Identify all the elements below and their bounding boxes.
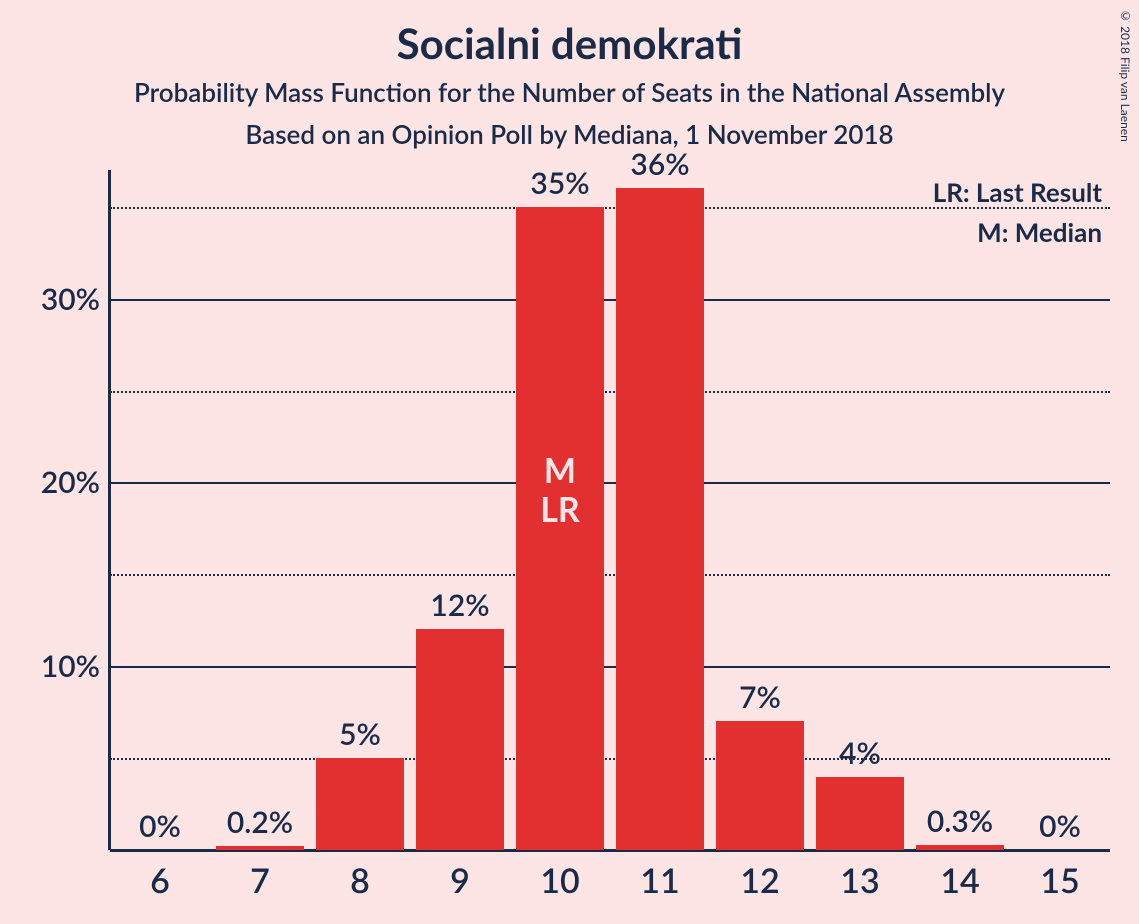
chart-container: Socialni demokrati Probability Mass Func… [0,0,1139,924]
bar-value-label: 7% [739,679,781,715]
x-axis-label: 12 [740,860,779,901]
bar-value-label: 4% [839,735,881,771]
bar-value-label: 36% [630,146,689,182]
gridline-minor [110,758,1110,760]
copyright-text: © 2018 Filip van Laenen [1118,8,1133,142]
gridline-minor [110,574,1110,576]
bar [916,845,1004,851]
y-axis-line [108,170,111,850]
bar [816,777,904,851]
bar [216,846,304,850]
chart-title: Socialni demokrati [0,18,1139,68]
bar-value-label: 0.2% [227,804,293,840]
bar-value-label: 0% [139,808,181,844]
y-axis-label: 10% [41,648,100,684]
bar-annotation: MLR [540,451,580,529]
chart-subtitle-2: Based on an Opinion Poll by Mediana, 1 N… [0,118,1139,150]
x-axis-label: 6 [150,860,170,901]
gridline-major [110,299,1110,301]
gridline-major [110,666,1110,668]
x-axis-label: 8 [350,860,370,901]
gridline-major [110,482,1110,484]
x-axis-label: 9 [450,860,470,901]
x-axis-label: 7 [250,860,270,901]
y-axis-label: 30% [41,281,100,317]
chart-subtitle-1: Probability Mass Function for the Number… [0,76,1139,108]
y-axis-label: 20% [41,464,100,500]
bar [616,188,704,850]
bar-value-label: 0.3% [927,803,993,839]
bar-value-label: 35% [530,165,589,201]
x-axis-label: 15 [1040,860,1079,901]
x-axis-label: 11 [640,860,679,901]
bar [316,758,404,850]
bar [716,721,804,850]
plot-area: 10%20%30%0%60.2%75%812%935%10MLR36%117%1… [110,170,1110,850]
legend-item: M: Median [977,216,1102,248]
bar-value-label: 12% [430,587,489,623]
x-axis-label: 14 [940,860,979,901]
x-axis-label: 13 [840,860,879,901]
x-axis-label: 10 [540,860,579,901]
bar-value-label: 0% [1039,808,1081,844]
bar-value-label: 5% [339,716,381,752]
legend-item: LR: Last Result [933,176,1102,208]
bar [416,629,504,850]
gridline-minor [110,391,1110,393]
